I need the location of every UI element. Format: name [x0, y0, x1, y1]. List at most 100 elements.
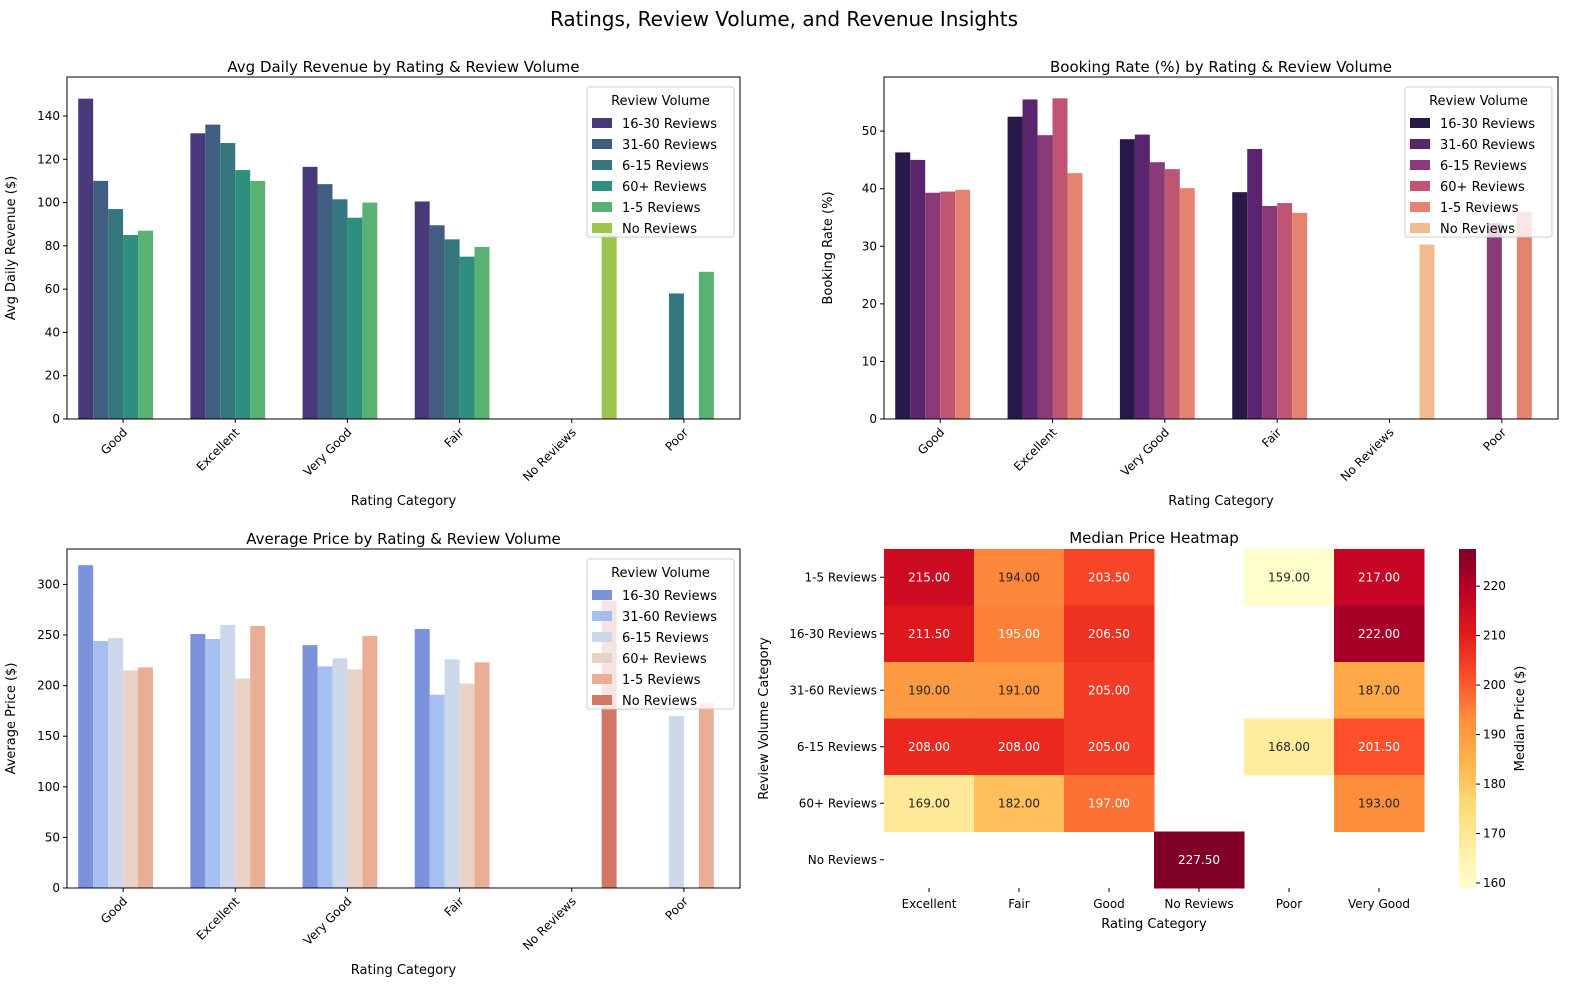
legend-label: 16-30 Reviews: [622, 589, 717, 604]
heatmap-cell: [1334, 549, 1425, 606]
heatmap-cell: [1064, 662, 1155, 719]
bar-16-30-reviews-fair: [1232, 192, 1248, 419]
bar-6-15-reviews-good: [925, 192, 941, 419]
bar-16-30-reviews-excellent: [1007, 116, 1023, 420]
heatmap-cell: [1064, 775, 1155, 832]
heatmap-cell-label: 159.00: [1268, 570, 1310, 584]
bar-1-5-reviews-fair: [474, 662, 490, 888]
y-tick-label: 0: [52, 412, 60, 426]
y-tick-label: 20: [45, 369, 60, 383]
bar-31-60-reviews-excellent: [1022, 99, 1038, 420]
bar-60-reviews-excellent: [235, 170, 251, 419]
legend-swatch: [1410, 160, 1430, 170]
heatmap-cell: [1334, 662, 1425, 719]
x-tick-label: No Reviews: [520, 425, 579, 484]
x-tick-label: Good: [98, 425, 130, 457]
bar-16-30-reviews-fair: [414, 628, 430, 888]
legend-swatch: [1410, 223, 1430, 233]
bar-6-15-reviews-excellent: [1037, 135, 1053, 419]
y-tick-label: 6-15 Reviews: [797, 740, 877, 754]
bar-31-60-reviews-good: [93, 641, 109, 888]
legend-label: 6-15 Reviews: [622, 631, 709, 646]
bar-16-30-reviews-excellent: [190, 634, 206, 888]
legend-swatch: [592, 118, 612, 128]
bar-6-15-reviews-good: [108, 638, 124, 888]
x-tick-label: Good: [1093, 897, 1125, 911]
bar-60-reviews-good: [940, 191, 956, 419]
bar-1-5-reviews-excellent: [250, 625, 266, 888]
legend-swatch: [1410, 139, 1430, 149]
heatmap-cell-label: 194.00: [998, 570, 1040, 584]
colorbar-tick-label: 210: [1483, 629, 1506, 643]
bar-1-5-reviews-poor: [698, 271, 714, 419]
bar-chart-1: Booking Rate (%) by Rating & Review Volu…: [821, 58, 1559, 509]
legend-swatch: [592, 590, 612, 600]
legend: Review Volume 16-30 Reviews 31-60 Reviews 6…: [586, 86, 735, 238]
bar-31-60-reviews-fair: [429, 694, 445, 888]
heatmap-cell-label: 205.00: [1088, 683, 1130, 697]
heatmap-cell-label: 206.50: [1088, 627, 1130, 641]
axes-frame: [66, 548, 741, 889]
legend-swatch: [592, 653, 612, 663]
bar-no-reviews-no-reviews: [1419, 244, 1435, 419]
bar-60-reviews-very-good: [1164, 169, 1180, 419]
heatmap: Median Price Heatmap 215.00 194.00 203.50 15…: [757, 529, 1528, 932]
x-axis-label: Rating Category: [351, 494, 457, 509]
x-tick-label: No Reviews: [1164, 897, 1233, 911]
x-tick-label: Good: [98, 894, 130, 926]
bar-60-reviews-fair: [1277, 203, 1293, 419]
bar-31-60-reviews-good: [910, 159, 926, 419]
x-tick-label: Very Good: [1348, 897, 1410, 911]
x-tick-label: No Reviews: [1338, 425, 1397, 484]
heatmap-cell: [1064, 718, 1155, 776]
legend-label: 1-5 Reviews: [622, 201, 701, 216]
heatmap-cell: [1064, 549, 1155, 606]
heatmap-cell: [1334, 775, 1425, 832]
legend-label: 31-60 Reviews: [622, 610, 717, 625]
heatmap-cell: [884, 605, 975, 663]
legend-label: No Reviews: [622, 222, 697, 237]
legend-box: [1404, 86, 1553, 238]
bar-1-5-reviews-good: [138, 230, 153, 419]
bar-60-reviews-fair: [459, 256, 475, 419]
bar-31-60-reviews-fair: [1247, 148, 1263, 419]
heatmap-cell: [1334, 718, 1425, 776]
y-tick-label: 0: [52, 881, 60, 895]
y-tick-label: 40: [862, 182, 877, 196]
bar-31-60-reviews-very-good: [317, 666, 333, 888]
chart-title: Booking Rate (%) by Rating & Review Volu…: [1050, 58, 1392, 76]
legend-swatch: [1410, 118, 1430, 128]
heatmap-cell: [1154, 831, 1245, 889]
x-tick-label: Poor: [1276, 897, 1302, 911]
heatmap-cell: [1244, 549, 1335, 606]
legend-swatch: [1410, 181, 1430, 191]
y-tick-label: 0: [869, 412, 877, 426]
chart-title: Average Price by Rating & Review Volume: [246, 530, 561, 548]
y-axis-label: Booking Rate (%): [821, 191, 836, 304]
bar-6-15-reviews-poor: [668, 293, 684, 419]
heatmap-cell-label: 193.00: [1358, 796, 1400, 810]
y-tick-label: 1-5 Reviews: [805, 570, 877, 584]
x-axis-label: Rating Category: [1101, 917, 1207, 932]
bar-16-30-reviews-very-good: [1119, 139, 1135, 419]
x-tick-label: Very Good: [1118, 425, 1172, 479]
bar-1-5-reviews-very-good: [362, 202, 378, 419]
colorbar-tick-label: 180: [1483, 777, 1506, 791]
y-tick-label: 100: [37, 780, 60, 794]
legend-swatch: [592, 160, 612, 170]
colorbar-tick-label: 160: [1483, 876, 1506, 890]
y-tick-label: 50: [862, 124, 877, 138]
legend-label: 1-5 Reviews: [1440, 201, 1519, 216]
legend-label: 31-60 Reviews: [1440, 138, 1535, 153]
chart-title: Median Price Heatmap: [1069, 529, 1239, 547]
y-axis-label: Avg Daily Revenue ($): [4, 176, 19, 320]
legend-label: 16-30 Reviews: [1440, 117, 1535, 132]
bar-16-30-reviews-good: [78, 98, 94, 419]
heatmap-cell-label: 195.00: [998, 627, 1040, 641]
x-tick-label: Excellent: [194, 894, 243, 943]
legend-label: 16-30 Reviews: [622, 117, 717, 132]
x-tick-label: Very Good: [301, 894, 355, 948]
heatmap-cell-label: 215.00: [908, 570, 950, 584]
x-tick-label: Fair: [442, 894, 467, 919]
